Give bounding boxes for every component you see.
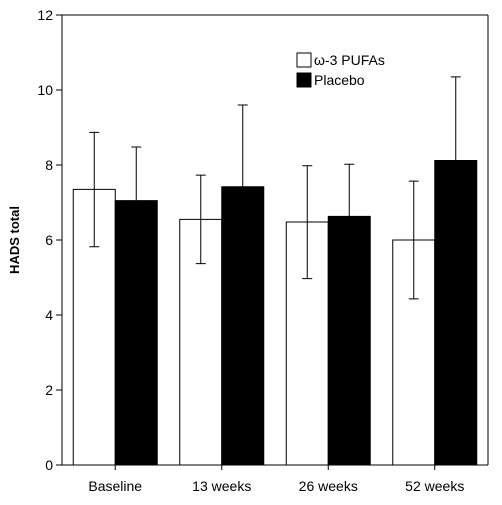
legend-swatch-1: [296, 72, 312, 88]
y-tick-label: 10: [37, 82, 53, 98]
x-category-label: 13 weeks: [192, 478, 251, 494]
x-ticks-group: Baseline 13 weeks 26 weeks 52 weeks: [88, 465, 464, 494]
x-category-label: 52 weeks: [405, 478, 464, 494]
y-tick-label: 12: [37, 7, 53, 23]
legend-label-0: ω-3 PUFAs: [314, 52, 385, 68]
legend-label-1: Placebo: [314, 72, 365, 88]
y-tick-label: 8: [45, 157, 53, 173]
y-tick-label: 2: [45, 382, 53, 398]
bars-group: [72, 160, 478, 466]
y-tick-label: 6: [45, 232, 53, 248]
y-tick-label: 0: [45, 457, 53, 473]
x-category-label: Baseline: [88, 478, 142, 494]
error-bars-group: [89, 76, 461, 300]
y-tick-label: 4: [45, 307, 53, 323]
y-ticks-group: 0 2 4 6 8 10 12: [37, 7, 62, 473]
legend-swatch-0: [296, 52, 312, 68]
y-axis-label: HADS total: [7, 206, 22, 274]
legend: ω-3 PUFAs Placebo: [296, 52, 385, 88]
x-category-label: 26 weeks: [299, 478, 358, 494]
